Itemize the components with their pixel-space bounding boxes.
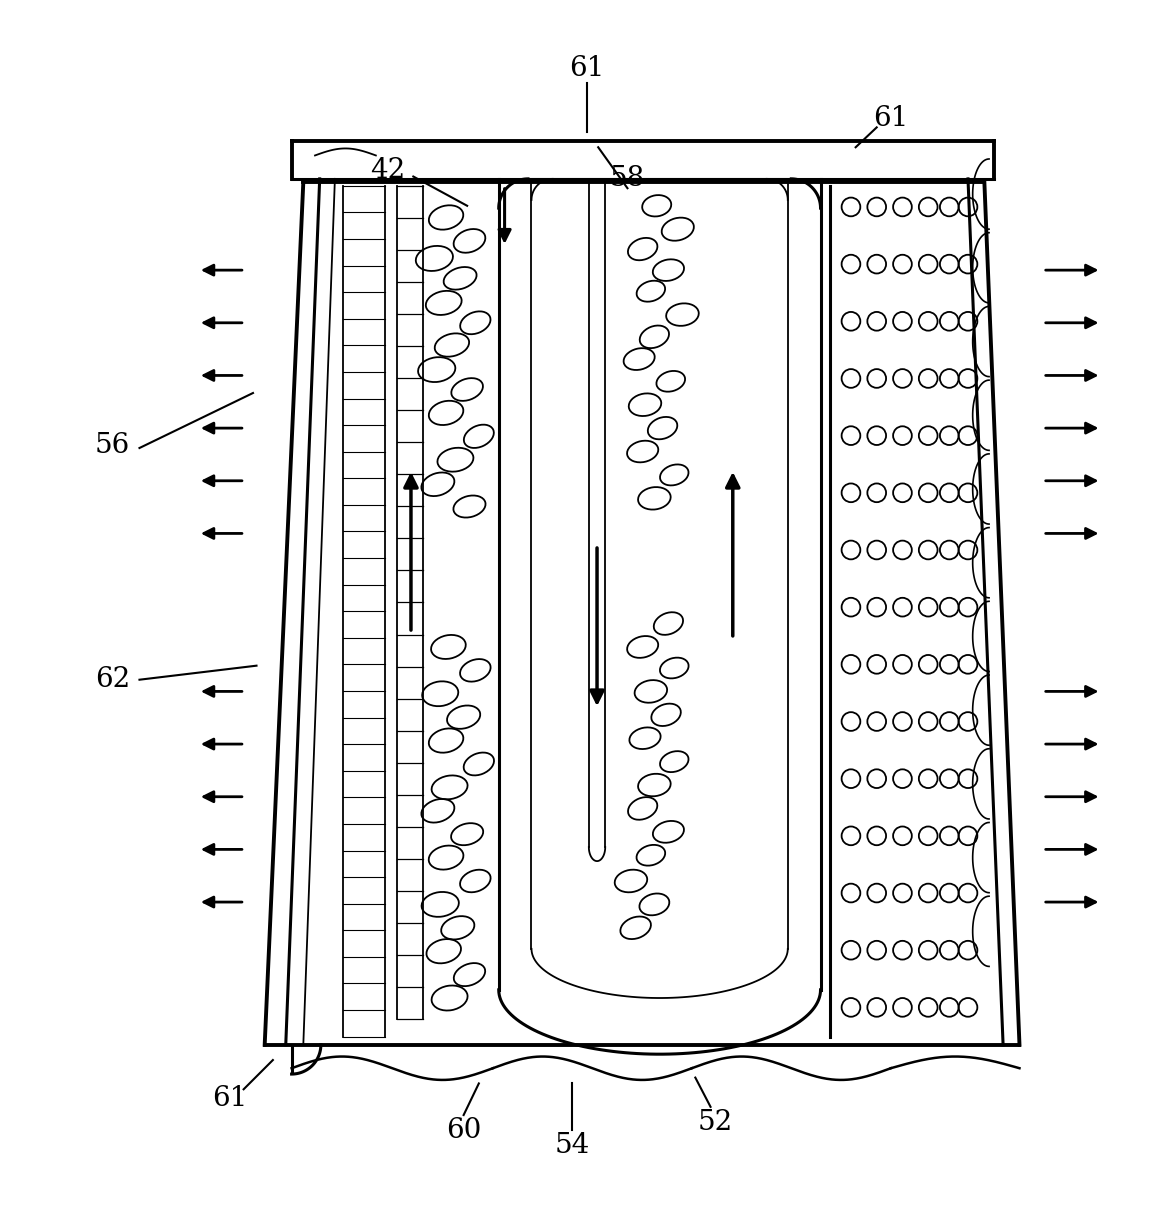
Text: 60: 60 xyxy=(446,1117,481,1143)
Text: 58: 58 xyxy=(610,166,645,193)
Text: 52: 52 xyxy=(698,1108,733,1136)
Text: 54: 54 xyxy=(555,1132,590,1159)
Text: 56: 56 xyxy=(95,433,130,460)
Text: 62: 62 xyxy=(95,667,130,694)
Text: 61: 61 xyxy=(569,55,604,83)
Text: 61: 61 xyxy=(873,105,908,132)
Text: 42: 42 xyxy=(369,157,405,184)
Text: 61: 61 xyxy=(212,1085,248,1112)
